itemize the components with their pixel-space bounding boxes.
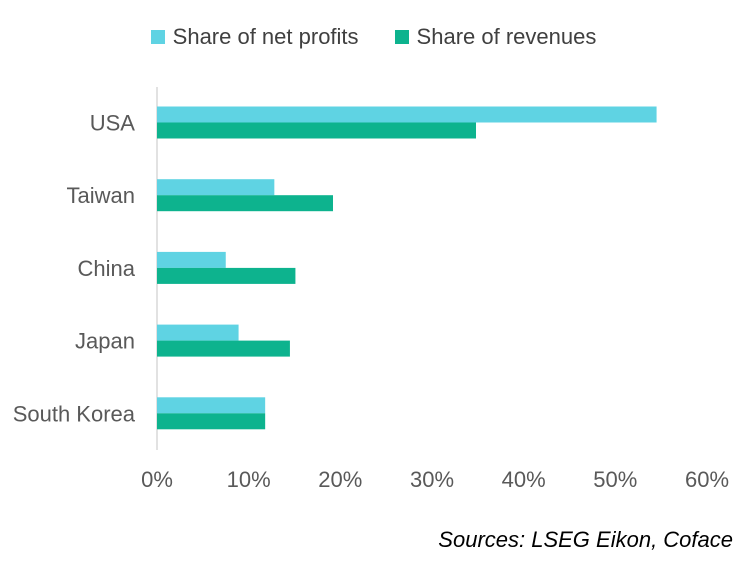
x-tick-label: 0% [141,467,173,492]
legend-swatch-revenues [394,30,409,44]
x-tick-label: 50% [593,467,637,492]
legend-item-revenues: Share of revenues [394,24,597,50]
bar-revenues [157,195,333,212]
bar-net-profits [157,251,226,268]
category-label: Japan [75,329,135,354]
category-label: South Korea [13,401,136,426]
bar-net-profits [157,397,266,414]
bar-revenues [157,267,296,284]
legend-label-revenues: Share of revenues [416,24,597,49]
legend-swatch-net-profits [150,30,165,44]
bar-net-profits [157,106,657,123]
legend: Share of net profits Share of revenues [0,24,747,50]
source-note: Sources: LSEG Eikon, Coface [438,527,733,552]
bar-revenues [157,340,290,357]
legend-item-net-profits: Share of net profits [150,24,359,50]
bar-net-profits [157,324,239,341]
bar-net-profits [157,179,275,196]
x-tick-label: 20% [318,467,362,492]
category-label: Taiwan [67,183,135,208]
bar-revenues [157,413,266,430]
x-tick-label: 10% [227,467,271,492]
x-tick-label: 60% [685,467,729,492]
category-label: USA [90,111,136,136]
x-tick-label: 40% [502,467,546,492]
bar-revenues [157,122,476,139]
x-tick-label: 30% [410,467,454,492]
category-label: China [78,256,136,281]
legend-label-net-profits: Share of net profits [172,24,359,49]
